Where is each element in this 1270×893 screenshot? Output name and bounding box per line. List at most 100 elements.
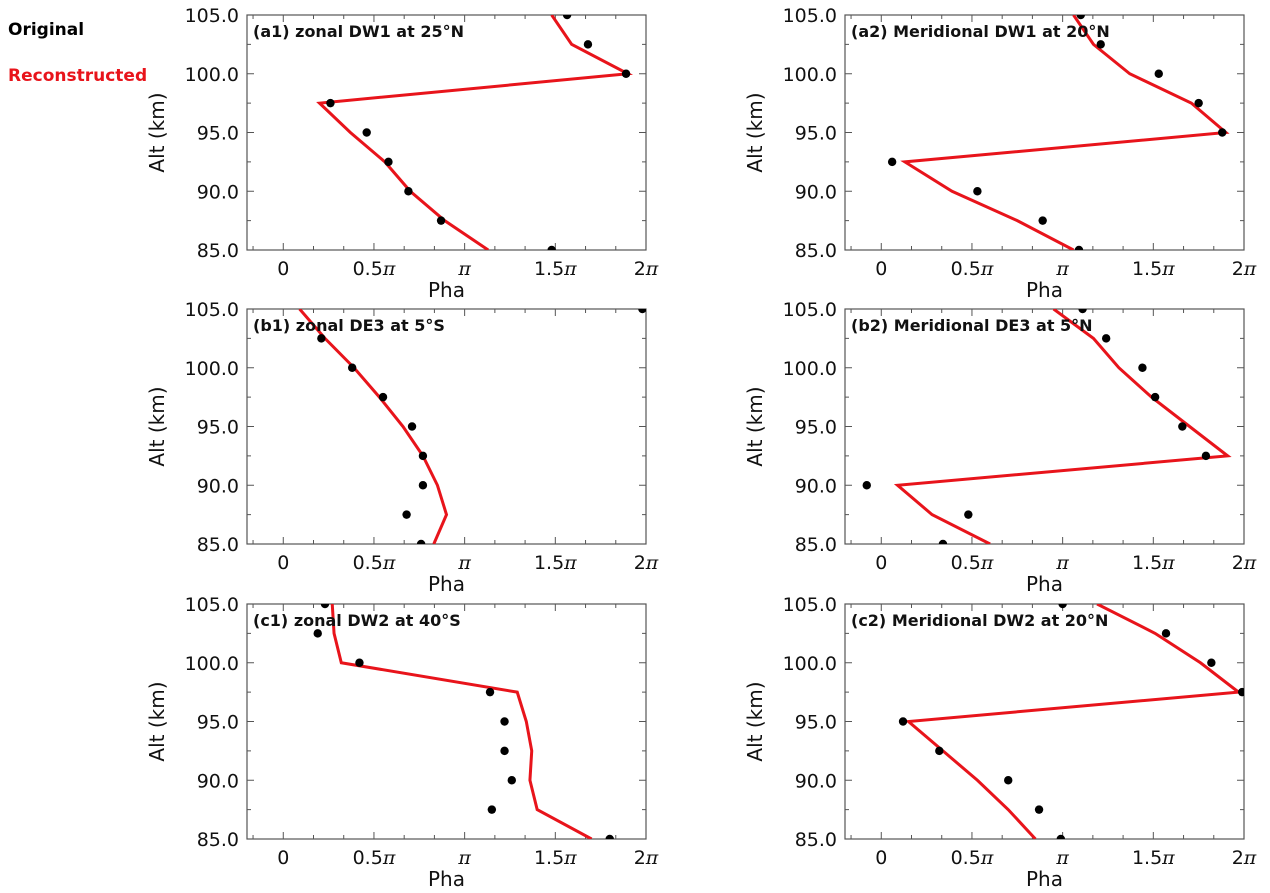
x-tick-label: 0 [875, 847, 887, 869]
original-point [1076, 15, 1085, 20]
x-tick-label: π [1055, 258, 1069, 280]
y-tick-label: 90.0 [795, 475, 837, 497]
y-tick-label: 105.0 [783, 299, 837, 321]
reconstructed-line [316, 15, 634, 250]
original-point [1078, 309, 1087, 314]
y-tick-label: 95.0 [197, 123, 239, 145]
original-point [418, 481, 428, 490]
original-point [404, 187, 413, 196]
original-point [500, 717, 509, 726]
y-axis-title: Alt (km) [743, 386, 767, 466]
plot-frame [844, 14, 1245, 251]
original-point [1207, 658, 1216, 667]
y-tick-label: 105.0 [783, 5, 837, 27]
panel-c2: 0 0.5π π 1.5π 2π 85.0 90.0 95.0 100.0 105.0 Pha Alt… [743, 594, 1257, 891]
original-point [1218, 128, 1227, 137]
original-point [1004, 776, 1013, 785]
panel-title: (a2) Meridional DW1 at 20°N [851, 22, 1110, 41]
reconstructed-line [904, 604, 1243, 839]
y-tick-label: 100.0 [783, 358, 837, 380]
y-tick-label: 85.0 [795, 829, 837, 851]
original-point [1058, 604, 1067, 609]
original-point [935, 746, 944, 756]
original-point [1138, 363, 1147, 372]
original-point [1154, 69, 1163, 78]
x-tick-label: 2π [634, 552, 659, 574]
reconstructed-line [893, 309, 1232, 544]
y-axis-title: Alt (km) [145, 386, 169, 466]
reconstructed-line [330, 604, 593, 839]
y-tick-label: 90.0 [795, 770, 837, 792]
original-point [326, 98, 335, 108]
x-axis-title: Pha [428, 278, 465, 302]
original-point [313, 629, 322, 638]
y-axis-title: Alt (km) [145, 92, 169, 172]
y-tick-label: 85.0 [197, 240, 239, 262]
original-point [320, 604, 330, 609]
y-tick-label: 100.0 [185, 358, 239, 380]
x-tick-label: 0.5π [353, 847, 396, 869]
original-point [1237, 687, 1244, 697]
original-point [485, 687, 495, 697]
y-tick-label: 100.0 [783, 64, 837, 86]
x-tick-label: 2π [1232, 552, 1257, 574]
x-tick-label: 0.5π [353, 552, 396, 574]
panel-title: (c1) zonal DW2 at 40°S [253, 611, 461, 630]
y-tick-label: 90.0 [197, 181, 239, 203]
original-point [898, 717, 908, 726]
plot-frame [246, 603, 647, 840]
panel-title: (c2) Meridional DW2 at 20°N [851, 611, 1108, 630]
x-tick-label: 0.5π [951, 258, 994, 280]
y-tick-label: 95.0 [795, 123, 837, 145]
original-point [1178, 422, 1187, 431]
x-tick-label: 1.5π [534, 258, 577, 280]
original-point [1096, 40, 1105, 49]
y-tick-label: 95.0 [197, 417, 239, 439]
y-tick-label: 85.0 [197, 829, 239, 851]
original-point [1161, 629, 1171, 638]
original-point [605, 834, 614, 839]
x-tick-label: 0 [277, 847, 289, 869]
y-tick-label: 95.0 [197, 712, 239, 734]
y-tick-label: 100.0 [783, 653, 837, 675]
x-tick-label: π [457, 847, 471, 869]
panel-b2: 0 0.5π π 1.5π 2π 85.0 90.0 95.0 100.0 105.0 Pha Alt… [743, 299, 1257, 596]
y-tick-label: 95.0 [795, 417, 837, 439]
y-axis-title: Alt (km) [145, 681, 169, 761]
x-tick-label: 1.5π [534, 847, 577, 869]
y-tick-label: 105.0 [185, 594, 239, 616]
x-tick-label: 0.5π [353, 258, 396, 280]
x-axis-title: Pha [1026, 278, 1063, 302]
x-tick-label: π [1055, 847, 1069, 869]
original-point [973, 187, 982, 196]
y-tick-label: 105.0 [185, 299, 239, 321]
x-tick-label: 2π [634, 847, 659, 869]
original-point [621, 69, 631, 78]
original-point [862, 481, 871, 490]
y-tick-label: 100.0 [185, 653, 239, 675]
panel-title: (b1) zonal DE3 at 5°S [253, 316, 445, 335]
legend-reconstructed: Reconstructed [8, 66, 148, 86]
original-point [317, 334, 326, 343]
x-axis-title: Pha [428, 572, 465, 596]
original-point [507, 776, 516, 785]
original-point [384, 157, 393, 167]
x-tick-label: 1.5π [1132, 258, 1175, 280]
original-point [1194, 98, 1203, 108]
plot-frame [246, 308, 647, 545]
y-tick-label: 90.0 [197, 475, 239, 497]
original-point [418, 451, 428, 461]
x-tick-label: 0.5π [951, 847, 994, 869]
original-point [1150, 392, 1160, 402]
original-point [1034, 805, 1044, 814]
panel-title: (b2) Meridional DE3 at 5°N [851, 316, 1093, 335]
original-point [347, 363, 357, 372]
y-tick-label: 105.0 [185, 5, 239, 27]
original-point [583, 40, 593, 49]
original-point [638, 309, 646, 314]
x-tick-label: 2π [1232, 258, 1257, 280]
y-tick-label: 90.0 [795, 181, 837, 203]
x-tick-label: 0 [875, 552, 887, 574]
y-tick-label: 105.0 [783, 594, 837, 616]
original-point [1056, 834, 1066, 839]
